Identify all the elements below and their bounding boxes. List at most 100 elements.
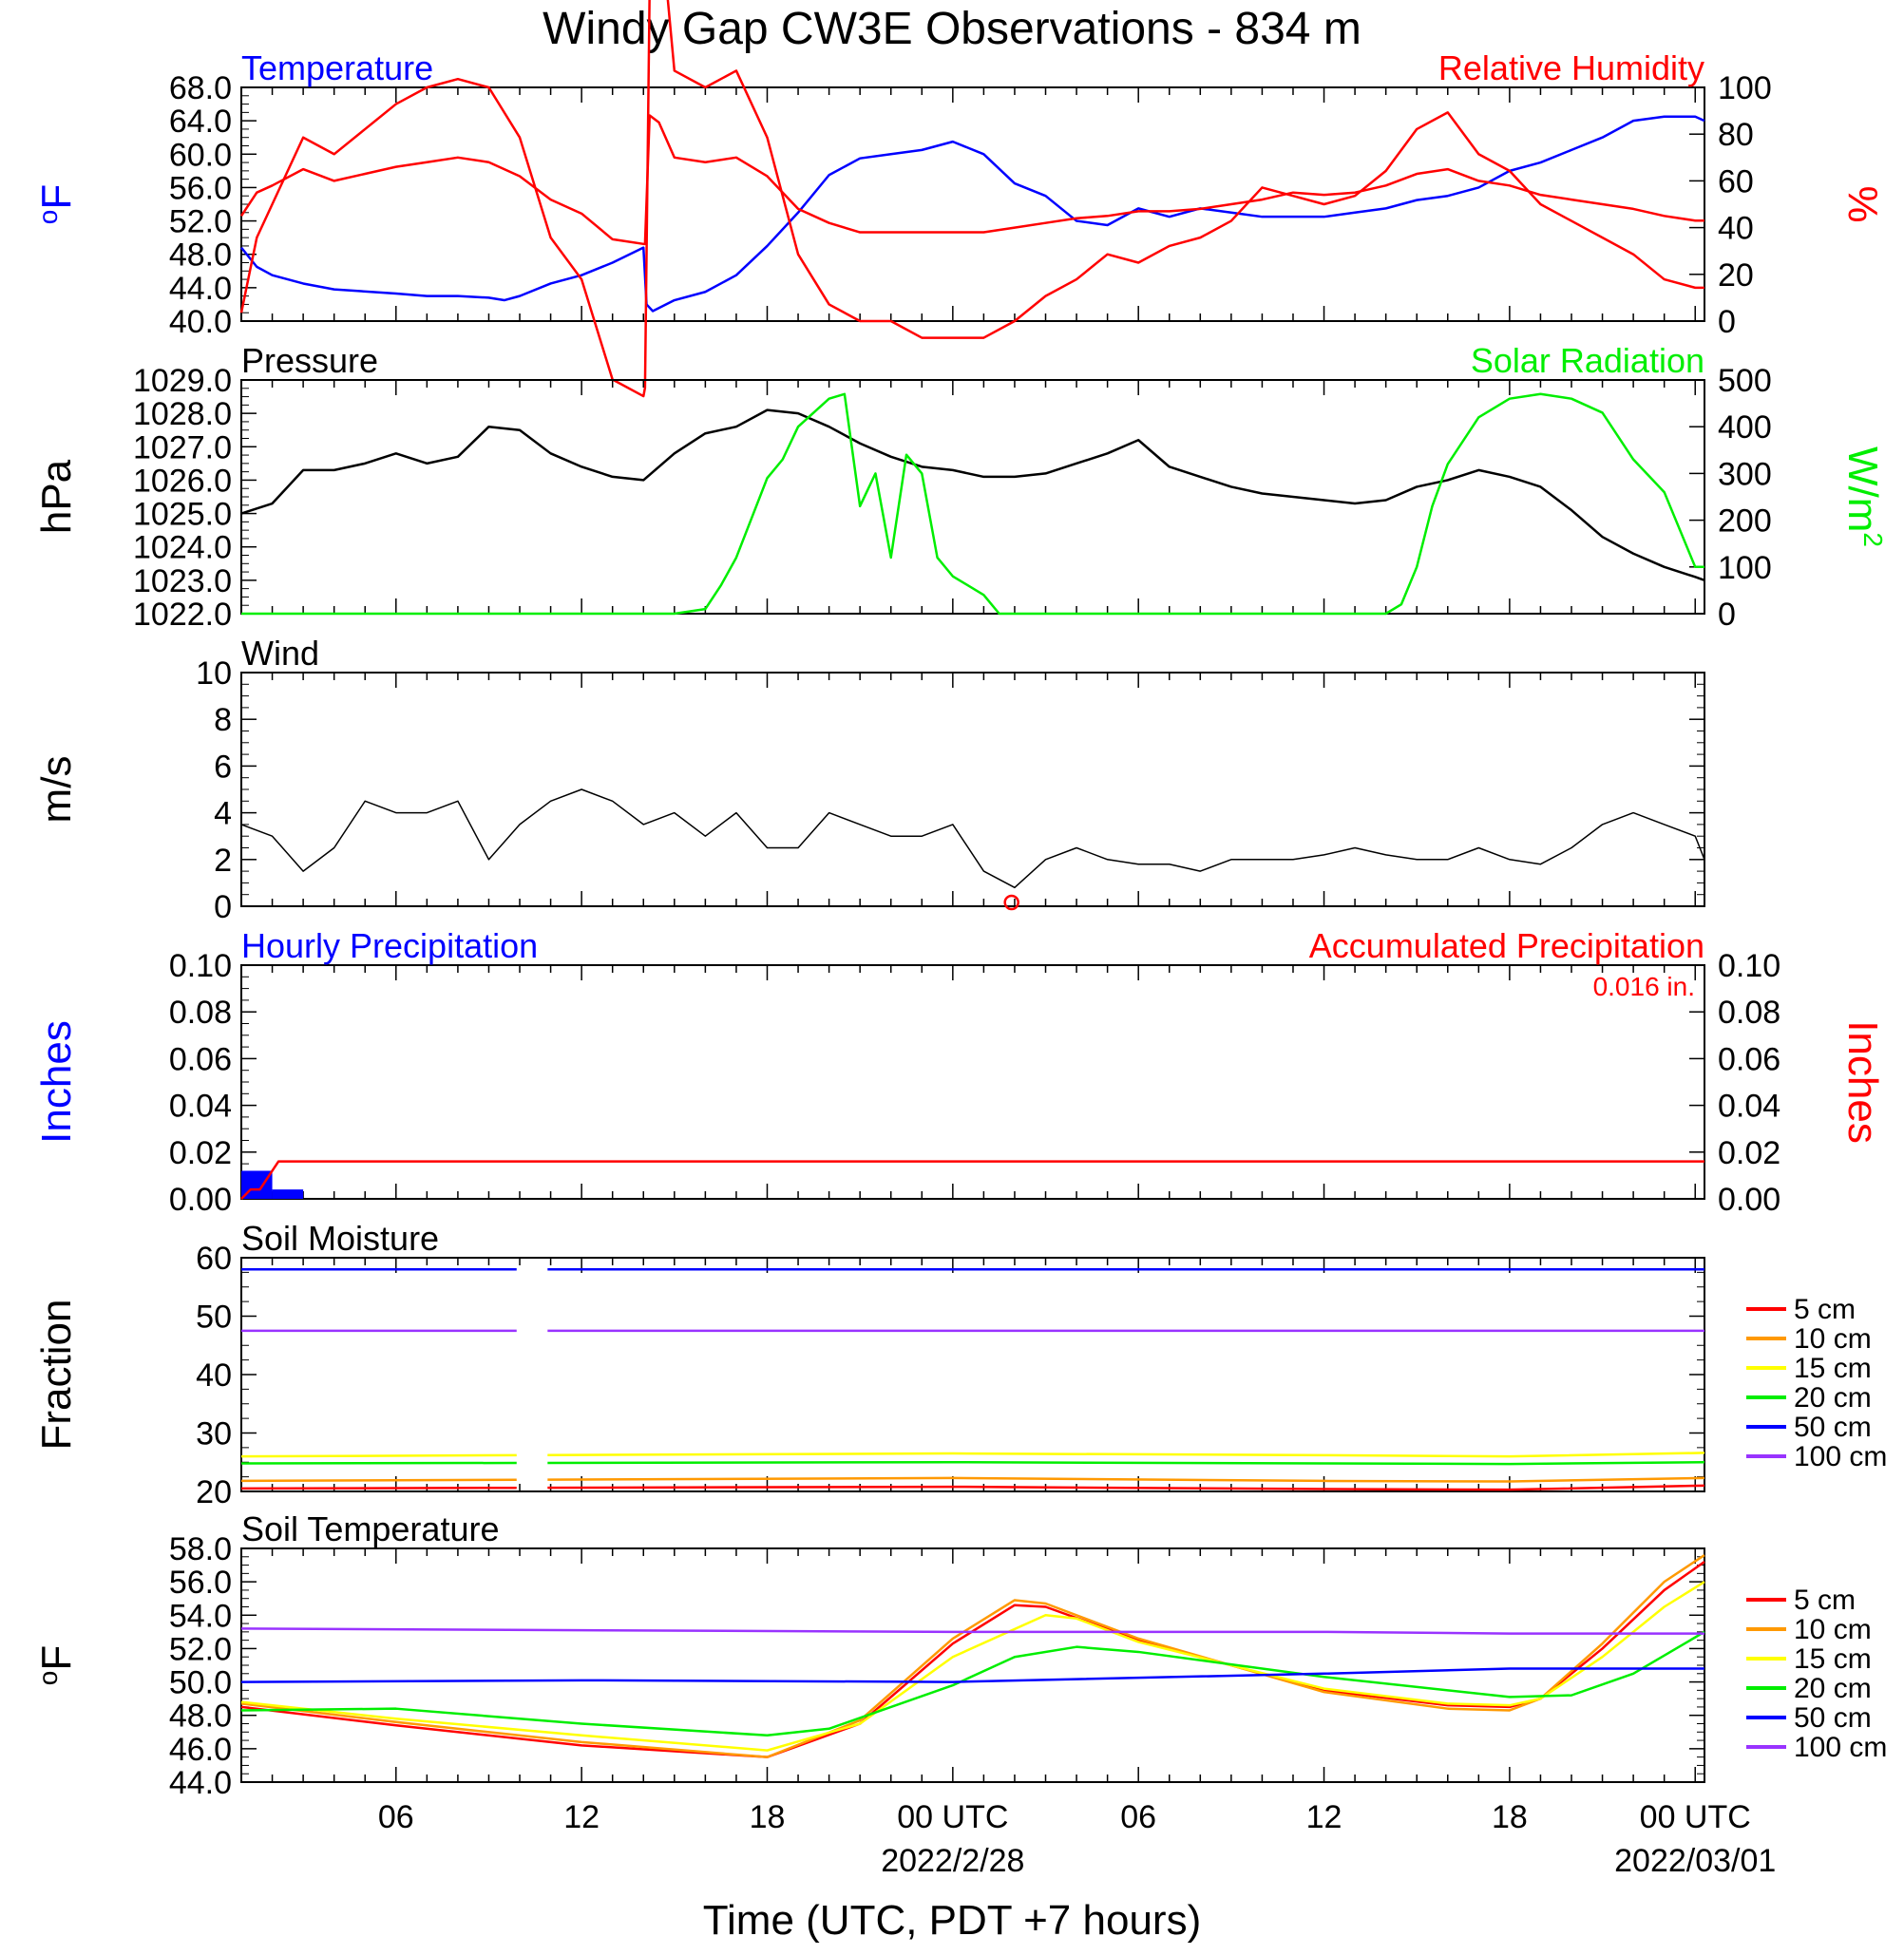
x-tick-label: 06 [378,1799,414,1835]
panel-temp_rh: 40.044.048.052.056.060.064.068.0 0 20 40 60 8… [33,0,1886,398]
y-tick-label: 64.0 [169,104,232,140]
y-tick-label: 10 [196,655,232,692]
legend-label: 50 cm [1794,1702,1872,1734]
y-tick-label: 40.0 [169,304,232,340]
panel-left-title: Soil Temperature [241,1509,499,1548]
panel-press_solar: 1022.01023.01024.01025.01026.01027.01028… [33,341,1888,633]
x-tick-label: 06 [1120,1799,1156,1835]
series-line-5cm [240,1486,517,1490]
y-axis-label: Inches [33,1020,80,1144]
y-tick-label: 44.0 [169,271,232,307]
series-line [241,392,1704,616]
wind-calm-marker [1003,894,1019,911]
y-tick-label: 60 [196,1241,232,1277]
series-line-15cm [547,1452,1705,1458]
y-tick-label: 48.0 [169,237,232,274]
y-tick-label: 46.0 [169,1732,232,1768]
y-tick-label: 40 [196,1357,232,1394]
y-right-tick-label: 0 [1718,597,1736,633]
y-tick-label: 0.10 [169,948,232,984]
y-tick-label: 52.0 [169,1631,232,1667]
y-right-tick-label: 0.04 [1718,1089,1780,1125]
y-axis-label: Fraction [33,1300,80,1451]
y-tick-label: 56.0 [169,1565,232,1601]
plot-frame [240,672,1705,907]
y-tick-label: 1022.0 [133,597,232,633]
panel-right-title: Solar Radiation [1471,341,1704,380]
y-tick-label: 0.00 [169,1182,232,1218]
legend-label: 100 cm [1794,1732,1887,1763]
legend-label: 100 cm [1794,1441,1887,1472]
y-tick-label: 48.0 [169,1699,232,1735]
panel-left-title: Hourly Precipitation [241,926,538,965]
plot-frame [240,1547,1705,1783]
y-axis-label: m/s [33,756,80,824]
plot-frame [240,379,1705,615]
y-right-tick-label: 300 [1718,456,1772,492]
series-line-100cm [240,1627,1704,1635]
y-tick-label: 0 [214,889,232,925]
legend-label: 50 cm [1794,1412,1872,1443]
series-line-15cm [240,1581,1705,1752]
panel-left-title: Soil Moisture [241,1219,439,1258]
panel-precip: 0.00 0.02 0.04 0.06 0.08 0.10 0.00 0.02 0.04 0.06… [33,926,1886,1218]
y-tick-label: 2 [214,843,232,879]
series-line-10cm [240,1553,1705,1758]
series-line [240,115,1705,313]
y-right-tick-label: 100 [1718,550,1772,586]
y-tick-label: 68.0 [169,70,232,106]
x-tick-label: 12 [563,1799,600,1835]
y-tick-label: 20 [196,1474,232,1510]
x-tick-label: 18 [750,1799,786,1835]
y-right-tick-label: 200 [1718,503,1772,540]
legend-label: 5 cm [1794,1294,1856,1325]
y-tick-label: 52.0 [169,204,232,240]
y-tick-label: 1024.0 [133,530,232,566]
y-tick-label: 30 [196,1416,232,1452]
precip-bar [272,1189,304,1199]
series-line [240,1160,1704,1200]
y-tick-label: 0.06 [169,1041,232,1077]
y-tick-label: 1029.0 [133,363,232,399]
y-tick-label: 50.0 [169,1665,232,1701]
y-tick-label: 54.0 [169,1598,232,1634]
panel-left-title: Temperature [241,48,433,87]
series-line-15cm [240,1453,517,1458]
y-right-tick-label: 20 [1718,257,1754,294]
series-line-10cm [240,1478,517,1483]
y-tick-label: 44.0 [169,1765,232,1801]
accumulated-total-label: 0.016 in. [1593,972,1695,1001]
series-line-5cm [547,1484,1705,1491]
y-tick-label: 1026.0 [133,463,232,499]
legend-label: 15 cm [1794,1643,1872,1675]
x-tick-label: 00 UTC [1640,1799,1751,1835]
legend-label: 10 cm [1794,1323,1872,1355]
y-right-tick-label: 400 [1718,409,1772,446]
y-right-tick-label: 500 [1718,363,1772,399]
y-axis-label: hPa [33,459,80,534]
y-tick-label: 1025.0 [133,497,232,533]
y-tick-label: 0.02 [169,1135,232,1171]
y-right-tick-label: 80 [1718,117,1754,153]
y-tick-label: 58.0 [169,1531,232,1567]
y-right-tick-label: 0.00 [1718,1182,1780,1218]
y-tick-label: 4 [214,796,232,832]
panel-left-title: Pressure [241,341,378,380]
x-date-label: 2022/2/28 [881,1843,1024,1879]
y-right-tick-label: 0.10 [1718,948,1780,984]
y-right-axis-label: W/m2 [1839,446,1888,547]
series-line-10cm [547,1476,1705,1483]
plot-frame [240,964,1705,1200]
y-right-tick-label: 0.08 [1718,995,1780,1031]
y-tick-label: 1027.0 [133,429,232,465]
x-tick-label: 18 [1492,1799,1528,1835]
y-axis-label: oF [33,1645,80,1685]
y-tick-label: 1023.0 [133,563,232,599]
x-tick-label: 00 UTC [897,1799,1008,1835]
y-right-tick-label: 0.06 [1718,1041,1780,1077]
legend-label: 5 cm [1794,1585,1856,1616]
